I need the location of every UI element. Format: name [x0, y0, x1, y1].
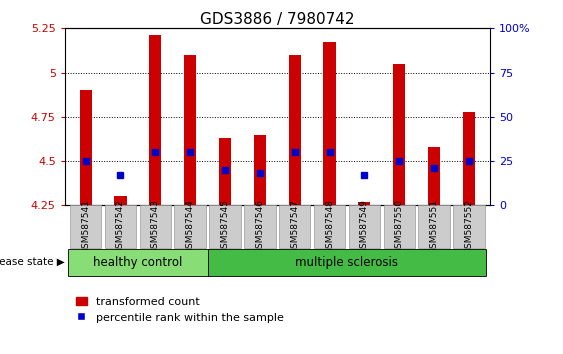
Text: GSM587543: GSM587543 — [151, 199, 160, 254]
FancyBboxPatch shape — [208, 249, 486, 276]
FancyBboxPatch shape — [453, 205, 485, 248]
Bar — [219, 138, 231, 205]
Bar — [79, 90, 92, 205]
Bar — [393, 64, 405, 205]
Bar — [463, 112, 475, 205]
Text: disease state ▶: disease state ▶ — [0, 257, 65, 267]
FancyBboxPatch shape — [383, 205, 415, 248]
FancyBboxPatch shape — [314, 205, 345, 248]
FancyBboxPatch shape — [209, 205, 241, 248]
Text: GSM587547: GSM587547 — [290, 199, 299, 254]
Bar — [323, 42, 336, 205]
Title: GDS3886 / 7980742: GDS3886 / 7980742 — [200, 12, 355, 27]
Bar — [428, 147, 440, 205]
Text: GSM587542: GSM587542 — [116, 199, 125, 254]
Text: GSM587551: GSM587551 — [430, 199, 439, 254]
FancyBboxPatch shape — [175, 205, 206, 248]
FancyBboxPatch shape — [244, 205, 275, 248]
Text: GSM587549: GSM587549 — [360, 199, 369, 254]
Legend: transformed count, percentile rank within the sample: transformed count, percentile rank withi… — [72, 292, 288, 327]
Text: GSM587548: GSM587548 — [325, 199, 334, 254]
FancyBboxPatch shape — [70, 205, 101, 248]
Bar — [114, 196, 127, 205]
Bar — [358, 202, 370, 205]
FancyBboxPatch shape — [68, 249, 208, 276]
FancyBboxPatch shape — [105, 205, 136, 248]
FancyBboxPatch shape — [279, 205, 310, 248]
Text: GSM587550: GSM587550 — [395, 199, 404, 254]
Text: multiple sclerosis: multiple sclerosis — [296, 256, 399, 269]
FancyBboxPatch shape — [418, 205, 450, 248]
Text: GSM587545: GSM587545 — [221, 199, 230, 254]
Bar — [184, 55, 196, 205]
Text: GSM587544: GSM587544 — [186, 199, 195, 254]
FancyBboxPatch shape — [348, 205, 380, 248]
Text: GSM587552: GSM587552 — [464, 199, 473, 254]
Text: GSM587541: GSM587541 — [81, 199, 90, 254]
FancyBboxPatch shape — [140, 205, 171, 248]
Text: GSM587546: GSM587546 — [256, 199, 265, 254]
Bar — [149, 35, 162, 205]
Text: healthy control: healthy control — [93, 256, 182, 269]
Bar — [289, 55, 301, 205]
Bar — [254, 135, 266, 205]
